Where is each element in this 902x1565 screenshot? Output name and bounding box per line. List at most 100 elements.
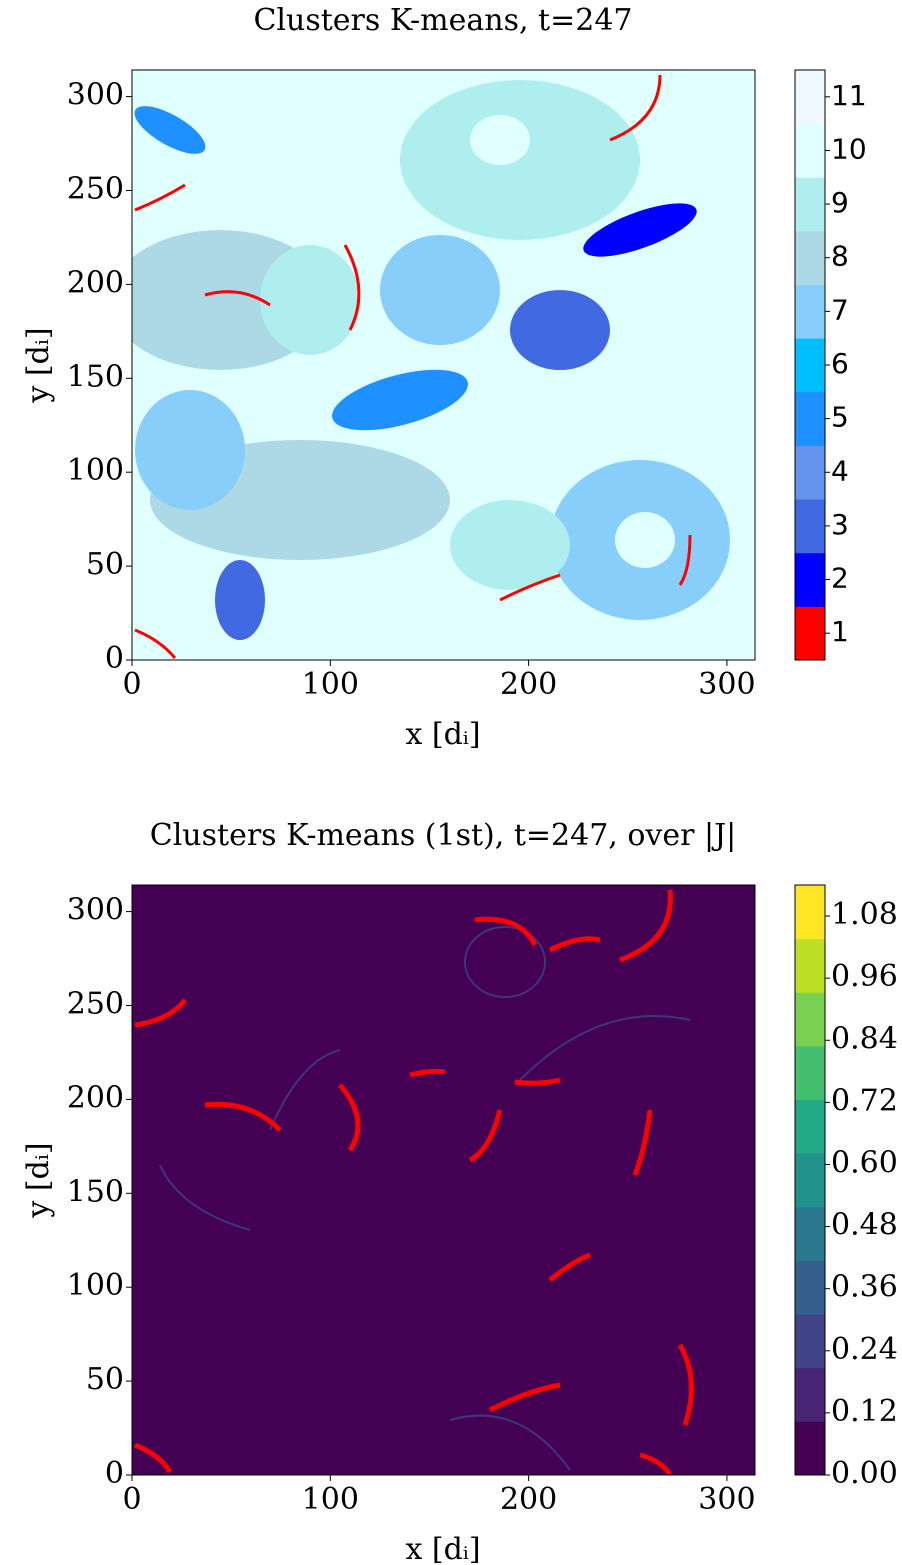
colorbar-tick-label: 6 — [831, 347, 849, 380]
x-axis-label: x [dᵢ] — [405, 717, 480, 752]
x-tick-label: 0 — [122, 1482, 141, 1517]
current-field — [132, 885, 755, 1475]
sheet — [488, 1382, 561, 1413]
field-patch — [332, 369, 468, 431]
colorbar-band — [795, 552, 825, 607]
y-tick-label: 200 — [67, 1080, 124, 1115]
sheet — [677, 1343, 694, 1426]
colorbar-band — [795, 445, 825, 500]
colorbar-band — [795, 1367, 825, 1422]
colorbar-band — [795, 70, 825, 125]
colorbar-band — [795, 391, 825, 446]
x-axis-label: x [dᵢ] — [405, 1532, 480, 1565]
structure — [159, 1164, 251, 1231]
colorbar-band — [795, 1421, 825, 1476]
colorbar-band — [795, 177, 825, 232]
sheet — [619, 889, 673, 963]
x-tick-label: 300 — [698, 667, 755, 702]
colorbar-band — [795, 1206, 825, 1261]
colorbar-tick-label: 0.00 — [831, 1456, 898, 1491]
plot-frame — [131, 884, 756, 1476]
y-tick-label: 100 — [67, 453, 124, 488]
field-patch — [260, 245, 360, 355]
y-tick-label: 300 — [67, 78, 124, 113]
colorbar-tick-label: 0.72 — [831, 1083, 898, 1118]
colorbar-band — [795, 230, 825, 286]
colorbar-band — [795, 992, 825, 1047]
sheet — [409, 1068, 446, 1078]
structure — [449, 1414, 571, 1471]
colorbar-tick-label: 2 — [831, 562, 849, 595]
sheet — [134, 183, 186, 212]
colorbar-tick-label: 0.96 — [831, 959, 898, 994]
y-tick-label: 300 — [67, 893, 124, 928]
sheet — [134, 628, 177, 659]
colorbar-band — [795, 1260, 825, 1315]
x-tick-label: 100 — [302, 667, 359, 702]
sheet — [548, 936, 601, 953]
colorbar-band — [795, 1153, 825, 1208]
colorbar-band — [795, 938, 825, 993]
y-tick-label: 250 — [67, 986, 124, 1021]
colorbar-band — [795, 284, 825, 339]
field-patch — [215, 560, 265, 640]
colorbar-tick-label: 0.60 — [831, 1145, 898, 1180]
x-tick-label: 300 — [698, 1482, 755, 1517]
colorbar-band — [795, 338, 825, 393]
colorbar-tick-label: 0.12 — [831, 1394, 898, 1429]
colorbar-tick-label: 11 — [831, 79, 867, 112]
field-patch — [470, 115, 530, 165]
x-tick-label: 100 — [302, 1482, 359, 1517]
colorbar-tick-label: 8 — [831, 240, 849, 273]
colorbar-tick-label: 10 — [831, 132, 867, 165]
colorbar-tick-label: 1.08 — [831, 897, 898, 932]
y-tick-label: 100 — [67, 1268, 124, 1303]
colorbar-tick-label: 7 — [831, 293, 849, 326]
y-tick-label: 250 — [67, 171, 124, 206]
field-patch — [583, 203, 697, 257]
sheet — [468, 1109, 503, 1163]
y-tick-label: 50 — [86, 547, 124, 582]
field-patch — [615, 512, 675, 568]
structure — [519, 1015, 691, 1081]
colorbar-band — [795, 123, 825, 178]
structure — [464, 926, 546, 998]
colorbar-band — [795, 1045, 825, 1101]
colorbar-band — [795, 885, 825, 940]
sheet — [343, 244, 361, 331]
y-tick-label: 200 — [67, 265, 124, 300]
sheet — [632, 1109, 653, 1176]
colorbar-tick-label: 0.48 — [831, 1208, 898, 1243]
colorbar-band — [795, 1314, 825, 1369]
field-background — [132, 885, 755, 1475]
colorbar-tick-label: 4 — [831, 454, 849, 487]
structure — [269, 1049, 341, 1131]
field-patch — [135, 390, 245, 510]
x-tick-label: 0 — [122, 667, 141, 702]
colorbar-tick-label: 0.24 — [831, 1332, 898, 1367]
y-tick-label: 50 — [86, 1362, 124, 1397]
sheet — [204, 290, 271, 307]
field-patch — [134, 106, 206, 154]
x-tick-label: 200 — [500, 1482, 557, 1517]
chart-title: Clusters K-means, t=247 — [253, 3, 632, 38]
weak-structures — [159, 926, 691, 1471]
colorbar-tick-label: 0.84 — [831, 1021, 898, 1056]
field-patch — [400, 80, 640, 240]
y-tick-label: 150 — [67, 1174, 124, 1209]
field-patch — [380, 235, 500, 345]
sheet — [678, 534, 692, 586]
sheet — [609, 74, 662, 142]
cluster-field — [132, 70, 755, 660]
sheet — [639, 1452, 673, 1475]
colorbar-tick-label: 5 — [831, 401, 849, 434]
x-tick-label: 200 — [500, 667, 557, 702]
colorbar-tick-label: 1 — [831, 615, 849, 648]
sheet — [548, 1252, 591, 1282]
current-sheets — [134, 74, 692, 659]
y-axis-label: y [dᵢ] — [21, 327, 56, 403]
colorbar-tick-label: 9 — [831, 186, 849, 219]
sheet — [134, 1442, 173, 1474]
colorbar-band — [795, 606, 825, 661]
